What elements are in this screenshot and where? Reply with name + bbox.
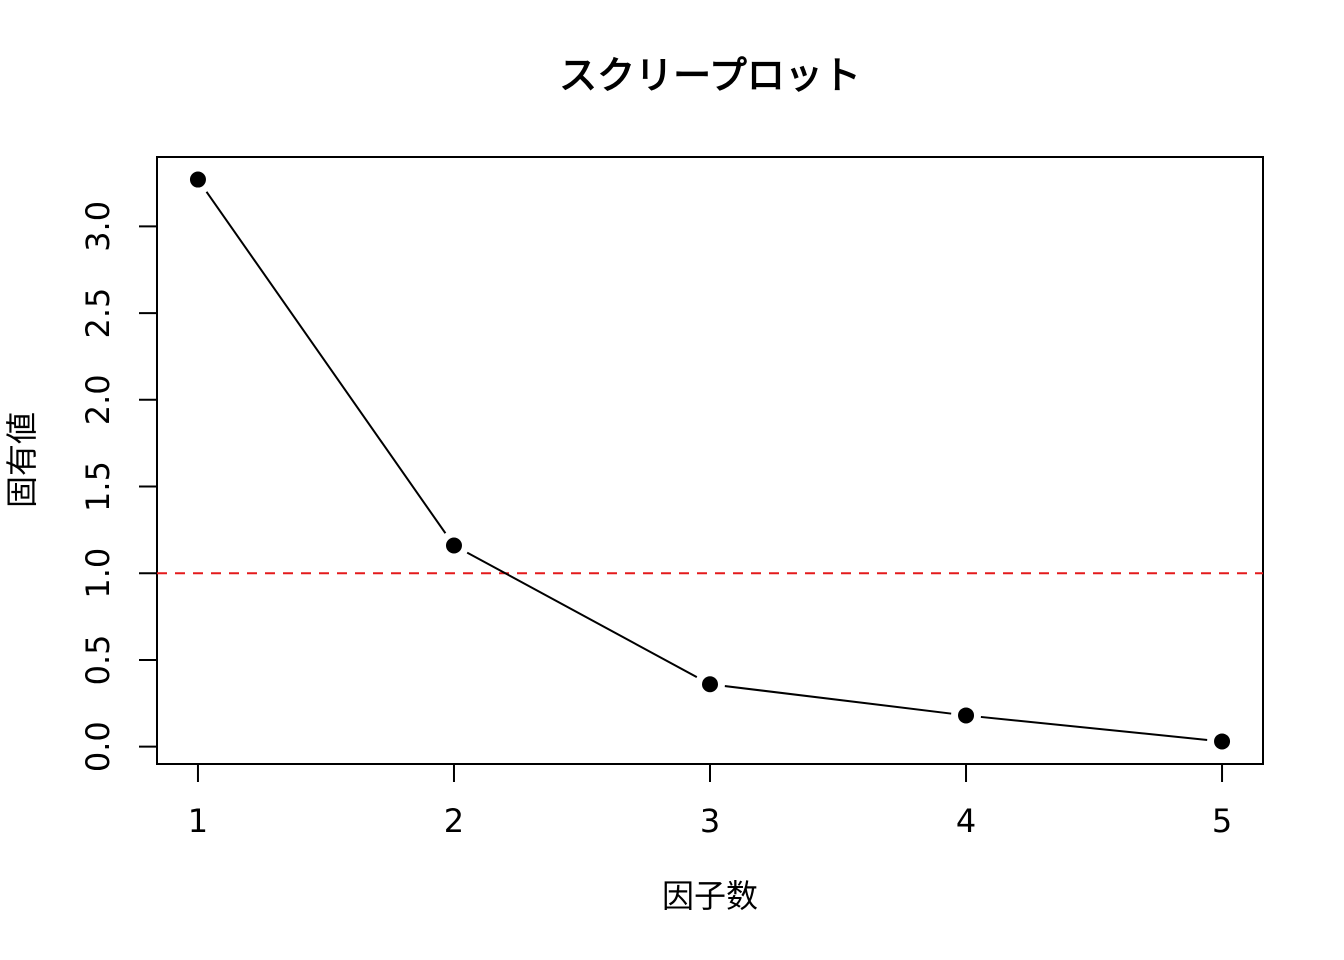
y-tick-label: 3.0 bbox=[79, 201, 117, 252]
data-point bbox=[182, 164, 213, 195]
x-axis-label: 因子数 bbox=[662, 877, 758, 915]
y-tick-label: 1.0 bbox=[79, 548, 117, 599]
x-tick-label: 4 bbox=[956, 802, 976, 840]
data-point bbox=[438, 530, 469, 561]
data-point bbox=[695, 669, 725, 700]
x-tick-label: 2 bbox=[444, 802, 464, 840]
y-tick-label: 0.5 bbox=[79, 634, 117, 685]
y-tick-label: 0.0 bbox=[79, 721, 117, 772]
chart-title: スクリープロット bbox=[559, 54, 861, 98]
data-point bbox=[1207, 726, 1238, 757]
data-point bbox=[951, 700, 982, 731]
y-tick-label: 2.0 bbox=[79, 374, 117, 425]
x-tick-label: 1 bbox=[188, 802, 208, 840]
series-line bbox=[197, 178, 1223, 743]
y-tick-label: 1.5 bbox=[79, 461, 117, 512]
x-tick-label: 3 bbox=[700, 802, 720, 840]
y-tick-label: 2.5 bbox=[79, 288, 117, 339]
x-tick-label: 5 bbox=[1212, 802, 1232, 840]
y-axis-label: 固有値 bbox=[3, 412, 41, 508]
